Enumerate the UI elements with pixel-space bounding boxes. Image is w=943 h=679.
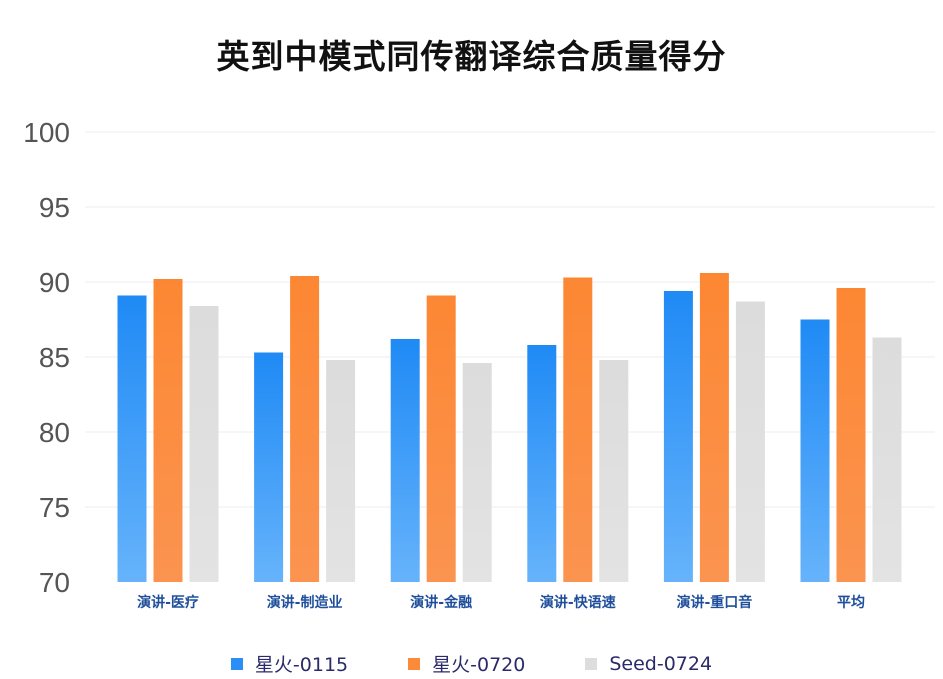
bars	[117, 273, 902, 582]
bar-星火-0115-演讲-重口音	[663, 291, 693, 582]
bar-星火-0115-平均	[800, 319, 830, 582]
bar-星火-0720-演讲-医疗	[153, 279, 183, 582]
bar-Seed-0724-演讲-快语速	[599, 360, 629, 582]
x-tick-label: 演讲-重口音	[676, 594, 752, 611]
bar-Seed-0724-演讲-医疗	[189, 306, 219, 582]
legend: 星火-0115 星火-0720 Seed-0724	[0, 650, 943, 677]
x-axis-labels: 演讲-医疗 演讲-制造业 演讲-金融 演讲-快语速 演讲-重口音 平均	[137, 594, 865, 611]
legend-item: 星火-0720	[408, 650, 525, 677]
legend-swatch	[408, 657, 421, 670]
y-tick-label: 95	[39, 192, 70, 223]
bar-Seed-0724-平均	[872, 337, 902, 582]
bar-星火-0720-演讲-金融	[426, 295, 456, 582]
bar-星火-0115-演讲-快语速	[527, 345, 557, 582]
x-tick-label: 演讲-医疗	[137, 594, 199, 611]
y-tick-label: 85	[39, 342, 70, 373]
x-tick-label: 演讲-制造业	[267, 594, 343, 611]
bar-星火-0720-演讲-重口音	[699, 273, 729, 582]
legend-swatch	[230, 657, 243, 670]
legend-item: 星火-0115	[230, 650, 349, 677]
y-tick-label: 75	[39, 492, 70, 523]
y-tick-label: 90	[39, 267, 70, 298]
y-tick-label: 80	[39, 417, 70, 448]
bar-星火-0115-演讲-制造业	[254, 352, 284, 582]
gridlines	[85, 131, 935, 508]
bar-Seed-0724-演讲-金融	[462, 363, 492, 582]
bar-星火-0115-演讲-医疗	[117, 295, 147, 582]
bar-星火-0720-演讲-快语速	[563, 277, 593, 582]
bar-Seed-0724-演讲-重口音	[735, 301, 765, 582]
legend-label: 星火-0720	[432, 654, 526, 676]
legend-swatch	[585, 657, 598, 670]
y-axis-ticks: 100 95 90 85 80 75 70	[23, 117, 70, 598]
y-tick-label: 70	[39, 567, 70, 598]
y-tick-label: 100	[23, 117, 70, 148]
legend-label: Seed-0724	[609, 652, 713, 675]
chart-title: 英到中模式同传翻译综合质量得分	[216, 37, 727, 76]
bar-星火-0720-平均	[836, 288, 866, 582]
bar-星火-0720-演讲-制造业	[290, 276, 320, 582]
bar-Seed-0724-演讲-制造业	[326, 360, 356, 582]
legend-label: 星火-0115	[254, 654, 349, 676]
x-tick-label: 演讲-快语速	[540, 594, 616, 611]
x-tick-label: 演讲-金融	[410, 594, 472, 611]
x-tick-label: 平均	[837, 594, 865, 611]
bar-星火-0115-演讲-金融	[390, 339, 420, 582]
legend-item: Seed-0724	[585, 650, 712, 677]
